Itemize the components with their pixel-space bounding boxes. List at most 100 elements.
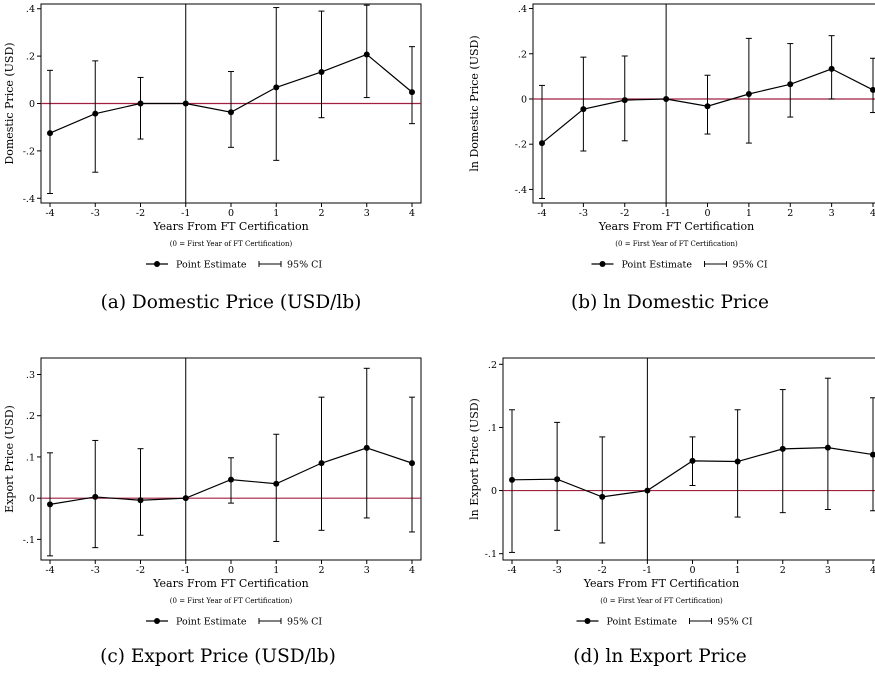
x-tick-label: 3 [825,565,831,576]
x-tick-label: -2 [598,565,607,576]
x-tick-label: 0 [228,208,234,219]
point-estimate-marker [870,451,875,458]
legend: Point Estimate 95% CI [146,260,322,271]
x-tick-label: -3 [579,208,588,219]
x-tick-label: 3 [364,208,370,219]
point-estimate-marker [828,65,835,72]
point-estimate-marker [363,444,370,451]
point-estimate-marker [734,458,741,465]
x-tick-label: 1 [735,565,741,576]
point-estimate-marker [779,445,786,452]
x-tick-label: 0 [228,565,234,576]
x-tick-label: 2 [787,208,793,219]
y-tick-label: 0 [521,94,527,105]
y-tick-label: 0 [29,99,35,110]
y-tick-label: 0 [29,494,35,505]
point-estimate-marker [787,81,794,88]
chart-panel-1: -.4 -.2 0 .2 .4 -4 -3 -2 -1 0 1 2 3 4 Domestic Price (… [3,3,422,313]
point-estimate-marker [870,86,875,93]
x-tick-label: -4 [45,208,54,219]
point-estimate-marker [599,493,606,500]
panel-caption: (c) Export Price (USD/lb) [100,646,336,667]
y-tick-label: .1 [26,452,35,463]
x-tick-label: 0 [689,565,695,576]
axis-note: (0 = First Year of FT Certification) [600,597,723,605]
point-estimate-marker [92,493,99,500]
y-tick-label: -.1 [23,535,35,546]
x-tick-label: 0 [704,208,710,219]
point-estimate-marker [409,460,415,467]
legend-point-label: Point Estimate [622,260,693,271]
legend-point-label: Point Estimate [176,617,247,628]
point-estimate-marker [182,495,189,502]
x-tick-label: 4 [409,208,415,219]
y-axis-title: Domestic Price (USD) [3,42,16,164]
point-estimate-marker [554,476,561,483]
point-estimate-marker [47,130,53,137]
y-tick-label: .4 [26,4,35,15]
y-tick-label: -.1 [485,549,497,560]
x-tick-label: -3 [91,208,100,219]
y-tick-label: -.4 [515,185,527,196]
chart-panel-3: -.1 0 .1 .2 .3 -4 -3 -2 -1 0 1 2 3 4 Export Price (USD… [3,357,422,667]
x-tick-label: -2 [136,565,145,576]
point-estimate-marker [689,457,696,464]
x-tick-label: 3 [364,565,370,576]
point-estimate-marker [621,97,628,104]
y-tick-label: .1 [488,423,497,434]
y-tick-label: 0 [491,486,497,497]
x-tick-label: 1 [746,208,752,219]
x-tick-label: 3 [829,208,835,219]
legend-point-marker [584,618,591,624]
plot-frame [532,3,875,204]
point-estimate-marker [137,497,144,504]
point-estimate-marker [228,109,234,116]
x-tick-label: 4 [870,565,875,576]
x-tick-label: 2 [780,565,786,576]
x-tick-label: 2 [318,565,324,576]
chart-panel-4: -.1 0 .1 .2 -4 -3 -2 -1 0 1 2 3 4 ln Export Price (US… [468,357,875,667]
panel-caption: (d) ln Export Price [573,646,747,667]
x-tick-label: -4 [45,565,54,576]
point-estimate-marker [92,110,99,117]
x-tick-label: 1 [273,208,279,219]
y-axis-title: ln Export Price (USD) [468,398,481,520]
x-axis-title: Years From FT Certification [583,577,740,590]
x-tick-label: -1 [181,208,190,219]
y-axis-title: Export Price (USD) [3,405,16,513]
x-tick-label: -3 [91,565,100,576]
legend: Point Estimate 95% CI [591,260,768,271]
axis-note: (0 = First Year of FT Certification) [170,240,293,248]
legend-point-label: Point Estimate [607,617,678,628]
x-tick-label: -3 [552,565,561,576]
x-tick-label: -2 [136,208,145,219]
x-tick-label: 4 [870,208,875,219]
legend-point-marker [154,618,160,624]
point-estimate-marker [273,84,280,91]
panel-caption: (b) ln Domestic Price [571,292,769,313]
point-estimate-marker [580,106,587,113]
point-estimate-marker [539,140,545,147]
plot-frame [502,357,875,561]
legend-point-marker [154,261,160,267]
point-estimate-marker [509,476,515,483]
y-tick-label: -.2 [515,140,527,151]
x-tick-label: 2 [318,208,324,219]
y-tick-label: .2 [518,49,527,60]
point-estimate-marker [318,68,325,75]
x-tick-label: -1 [181,565,190,576]
axis-note: (0 = First Year of FT Certification) [170,597,293,605]
axis-note: (0 = First Year of FT Certification) [615,240,738,248]
point-estimate-marker [228,476,234,483]
legend-ci-label: 95% CI [287,260,322,271]
panel-caption: (a) Domestic Price (USD/lb) [101,292,362,313]
point-estimate-marker [318,460,325,467]
point-estimate-marker [409,89,415,96]
point-estimate-marker [363,51,370,58]
x-tick-label: 1 [273,565,279,576]
y-tick-label: .4 [518,4,527,15]
y-tick-label: .2 [26,411,35,422]
point-estimate-marker [663,95,670,102]
legend-ci-label: 95% CI [733,260,768,271]
